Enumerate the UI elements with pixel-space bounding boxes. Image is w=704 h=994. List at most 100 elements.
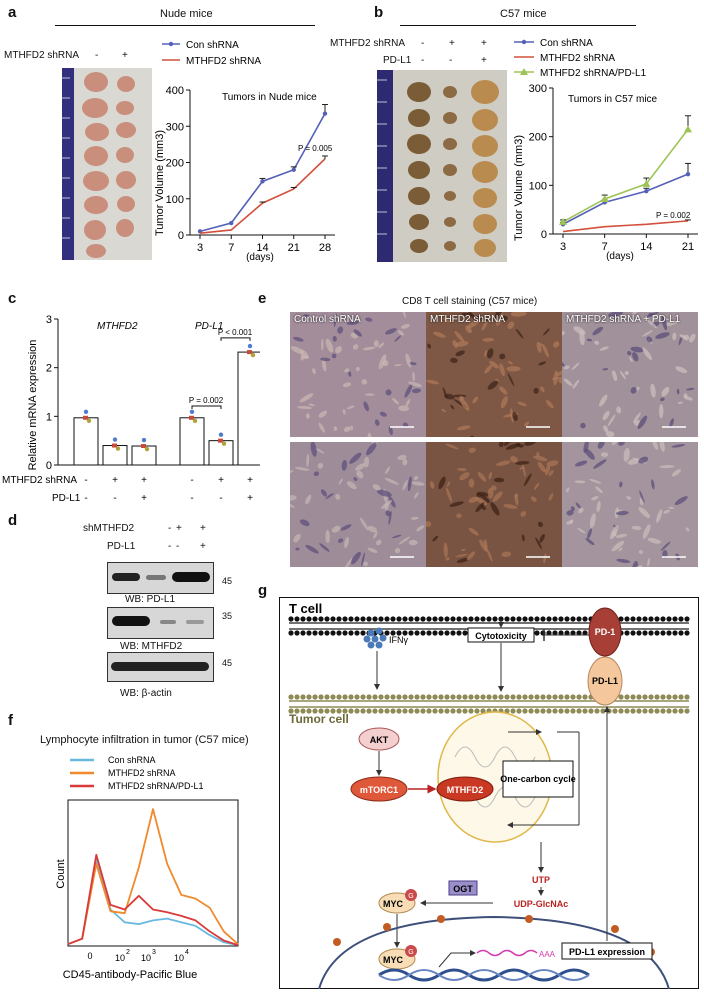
lipid-head [312, 630, 318, 636]
lipid-head [360, 694, 366, 700]
tissue-cell [626, 351, 632, 356]
tissue-cell [677, 401, 683, 404]
tissue-cell [303, 314, 310, 318]
bar [102, 445, 128, 466]
lipid-head [468, 708, 474, 714]
tissue-cell [506, 366, 521, 372]
tissue-cell [633, 412, 641, 423]
replicate-dot [115, 446, 121, 451]
data-point [684, 125, 692, 133]
tissue-cell [337, 538, 344, 543]
lipid-head [678, 616, 684, 622]
tissue-cell [523, 473, 532, 487]
lipid-head [402, 630, 408, 636]
tissue-cell [630, 346, 644, 353]
histogram-line-1 [67, 808, 239, 946]
tissue-cell [563, 378, 573, 387]
lipid-head [390, 630, 396, 636]
tissue-cell [671, 321, 679, 325]
tissue-cell [363, 401, 369, 412]
histogram-line-2 [67, 853, 239, 946]
lipid-head [372, 616, 378, 622]
lipid-head [624, 708, 630, 714]
lipid-head [648, 616, 654, 622]
lipid-head [492, 694, 498, 700]
tissue-cell [450, 404, 455, 410]
tissue-cell [522, 463, 526, 478]
lipid-head [564, 630, 570, 636]
lipid-head [630, 694, 636, 700]
tissue-cell [343, 426, 351, 432]
tissue-cell [615, 533, 628, 538]
x-tick-label: 21 [288, 242, 300, 254]
tissue-cell [388, 426, 393, 436]
tissue-cell [388, 510, 392, 525]
diagram-ifn-label: IFNγ [389, 635, 408, 645]
tissue-cell [467, 435, 475, 437]
tissue-cell [510, 408, 514, 423]
tissue-cell [521, 534, 525, 542]
tissue-cell [398, 405, 410, 412]
c57-mice-tumor-photo [377, 70, 507, 262]
tissue-cell [337, 326, 344, 334]
blot-marker-3: 45 [222, 658, 233, 668]
tissue-cell [665, 322, 674, 327]
tissue-cell [548, 470, 554, 477]
tissue-cell [381, 500, 393, 509]
tissue-cell [352, 344, 359, 350]
tissue-cell [321, 338, 324, 351]
tissue-cell [624, 371, 629, 376]
replicate-dot [192, 418, 198, 423]
tissue-cell [325, 492, 334, 500]
lipid-head [402, 708, 408, 714]
lipid-head [372, 708, 378, 714]
lipid-head [558, 616, 564, 622]
mrna-transcript [476, 949, 538, 957]
tissue-cell [432, 535, 439, 542]
tissue-cell [642, 524, 651, 539]
panel-a-lane-minus: - [95, 50, 99, 61]
lipid-head [330, 694, 336, 700]
tissue-cell [642, 347, 653, 361]
panel-d-sign: + [176, 523, 182, 534]
x-tick-label: 3 [560, 241, 566, 253]
panel-f-legend-mthfd2: MTHFD2 shRNA [108, 768, 176, 778]
panel-label-f: f [8, 712, 13, 729]
tissue-cell [378, 354, 387, 370]
tissue-cell [312, 368, 316, 375]
tissue-cell [456, 425, 471, 431]
tissue-cell [504, 442, 513, 447]
y-tick-label: 100 [166, 194, 184, 206]
lipid-head [336, 616, 342, 622]
tissue-cell [632, 565, 643, 567]
tissue-cell [612, 442, 621, 446]
tissue-cell [533, 455, 548, 462]
lipid-head [378, 616, 384, 622]
tissue-cell [589, 478, 602, 484]
lipid-head [324, 630, 330, 636]
tissue-cell [476, 491, 491, 497]
replicate-dot [250, 352, 256, 358]
panel-c-row-label-pdl1: PD-L1 [52, 493, 81, 504]
tissue-cell [498, 442, 504, 448]
lipid-head [552, 694, 558, 700]
ihc-control-bottom [290, 442, 426, 567]
sign-label: + [218, 475, 224, 486]
lipid-head [678, 694, 684, 700]
tissue-cell [659, 465, 675, 469]
tissue-cell [593, 459, 607, 469]
tissue-cell [480, 504, 486, 511]
lipid-head [384, 616, 390, 622]
tissue-cell [344, 536, 349, 549]
lipid-head [390, 708, 396, 714]
panel-d-sign: - [176, 541, 180, 552]
tissue-cell [384, 466, 391, 475]
lipid-head [342, 616, 348, 622]
tissue-cell [638, 550, 643, 555]
data-point [291, 167, 296, 172]
tissue-cell [515, 461, 530, 465]
tissue-cell [629, 356, 633, 363]
lipid-head [528, 708, 534, 714]
tissue-cell [632, 561, 639, 567]
tissue-cell [595, 486, 603, 494]
